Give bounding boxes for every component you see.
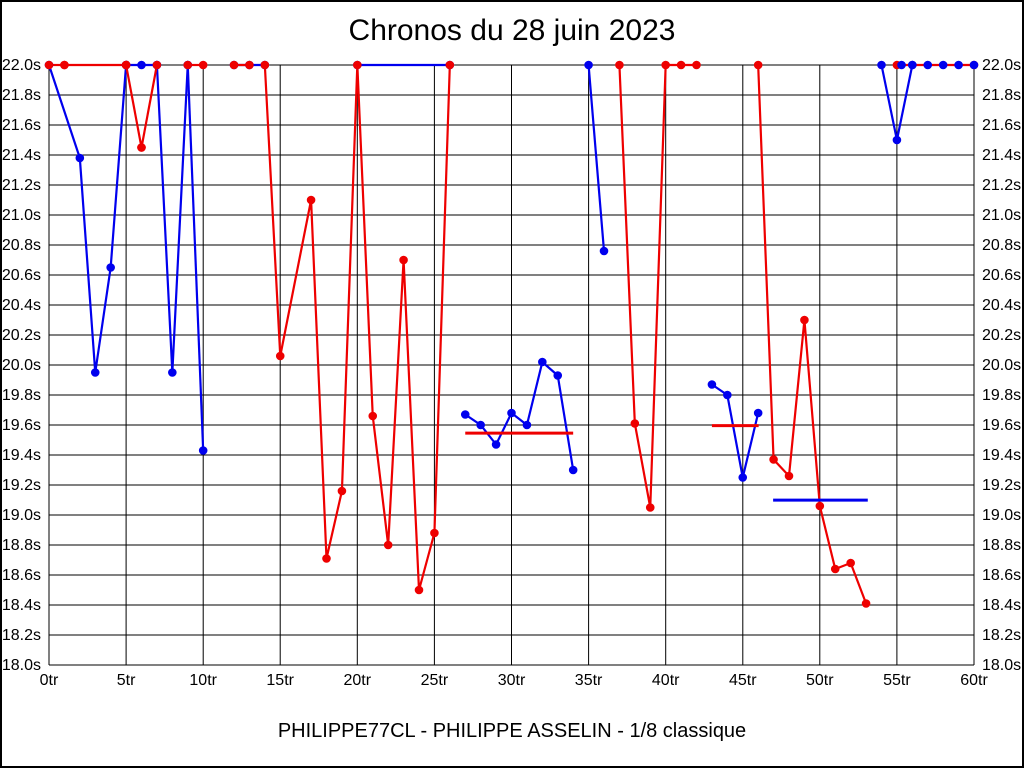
svg-text:18.2s: 18.2s <box>2 627 41 644</box>
svg-text:15tr: 15tr <box>266 672 294 689</box>
svg-text:45tr: 45tr <box>729 672 757 689</box>
svg-text:21.6s: 21.6s <box>982 117 1021 134</box>
svg-text:50tr: 50tr <box>806 672 834 689</box>
svg-text:21.2s: 21.2s <box>2 177 41 194</box>
svg-text:21.2s: 21.2s <box>982 177 1021 194</box>
svg-text:21.4s: 21.4s <box>982 147 1021 164</box>
svg-text:55tr: 55tr <box>883 672 911 689</box>
svg-text:18.0s: 18.0s <box>2 657 41 674</box>
svg-text:60tr: 60tr <box>960 672 988 689</box>
svg-text:18.8s: 18.8s <box>2 537 41 554</box>
svg-text:20.0s: 20.0s <box>2 357 41 374</box>
svg-text:19.6s: 19.6s <box>982 417 1021 434</box>
svg-text:22.0s: 22.0s <box>2 57 41 74</box>
svg-text:21.8s: 21.8s <box>982 87 1021 104</box>
svg-text:19.2s: 19.2s <box>2 477 41 494</box>
svg-text:35tr: 35tr <box>575 672 603 689</box>
svg-text:19.4s: 19.4s <box>982 447 1021 464</box>
svg-text:19.2s: 19.2s <box>982 477 1021 494</box>
svg-text:18.0s: 18.0s <box>982 657 1021 674</box>
svg-text:21.8s: 21.8s <box>2 87 41 104</box>
svg-text:20.8s: 20.8s <box>982 237 1021 254</box>
svg-text:0tr: 0tr <box>40 672 59 689</box>
svg-text:21.0s: 21.0s <box>982 207 1021 224</box>
svg-text:19.8s: 19.8s <box>982 387 1021 404</box>
svg-text:21.4s: 21.4s <box>2 147 41 164</box>
svg-text:19.8s: 19.8s <box>2 387 41 404</box>
svg-text:20.6s: 20.6s <box>2 267 41 284</box>
svg-text:18.8s: 18.8s <box>982 537 1021 554</box>
svg-text:20.0s: 20.0s <box>982 357 1021 374</box>
svg-text:20.2s: 20.2s <box>982 327 1021 344</box>
svg-text:19.4s: 19.4s <box>2 447 41 464</box>
svg-text:20.4s: 20.4s <box>982 297 1021 314</box>
svg-text:20.8s: 20.8s <box>2 237 41 254</box>
svg-text:18.6s: 18.6s <box>2 567 41 584</box>
svg-text:25tr: 25tr <box>421 672 449 689</box>
svg-text:19.0s: 19.0s <box>982 507 1021 524</box>
svg-text:18.2s: 18.2s <box>982 627 1021 644</box>
svg-text:21.6s: 21.6s <box>2 117 41 134</box>
svg-text:19.6s: 19.6s <box>2 417 41 434</box>
svg-text:10tr: 10tr <box>189 672 217 689</box>
svg-text:40tr: 40tr <box>652 672 680 689</box>
svg-text:20tr: 20tr <box>344 672 372 689</box>
svg-text:20.6s: 20.6s <box>982 267 1021 284</box>
svg-text:19.0s: 19.0s <box>2 507 41 524</box>
svg-text:21.0s: 21.0s <box>2 207 41 224</box>
svg-text:20.2s: 20.2s <box>2 327 41 344</box>
svg-text:18.4s: 18.4s <box>982 597 1021 614</box>
svg-text:18.4s: 18.4s <box>2 597 41 614</box>
svg-text:20.4s: 20.4s <box>2 297 41 314</box>
svg-text:30tr: 30tr <box>498 672 526 689</box>
svg-text:22.0s: 22.0s <box>982 57 1021 74</box>
svg-text:5tr: 5tr <box>117 672 136 689</box>
svg-text:18.6s: 18.6s <box>982 567 1021 584</box>
